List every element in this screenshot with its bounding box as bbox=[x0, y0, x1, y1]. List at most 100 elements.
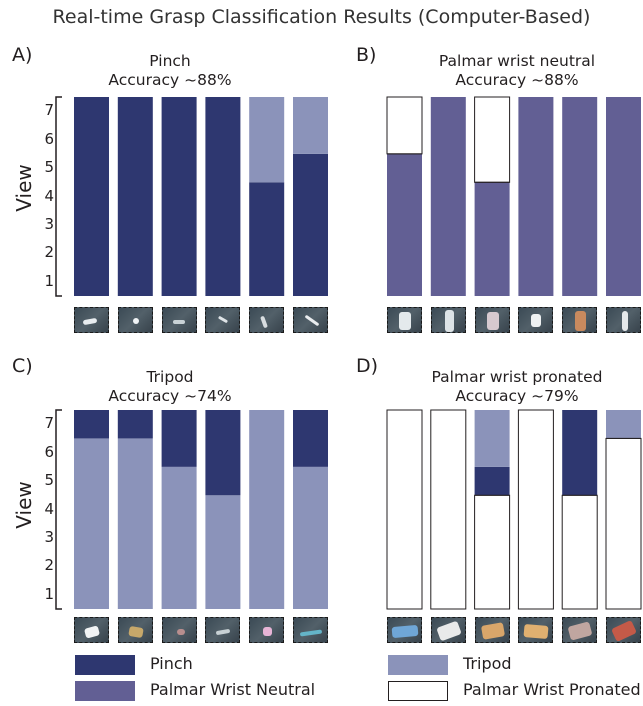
bar-segment-palmar-wrist-neutral bbox=[562, 97, 598, 296]
legend-swatch bbox=[75, 655, 135, 675]
bar-segment-palmar-wrist-pronated bbox=[474, 494, 511, 610]
y-tick-label: 3 bbox=[44, 527, 54, 546]
thumbnail-object bbox=[299, 629, 323, 637]
thumbnail-object bbox=[260, 315, 269, 329]
panel-letter: C) bbox=[12, 355, 33, 377]
panel-accuracy: Accuracy ~88% bbox=[108, 71, 232, 89]
panel-title: Palmar wrist pronated Accuracy ~79% bbox=[387, 368, 643, 406]
bar-segment-tripod bbox=[606, 410, 641, 439]
bar-segment-pinch bbox=[562, 410, 598, 496]
panel-title: Palmar wrist neutral Accuracy ~88% bbox=[387, 52, 643, 90]
legend-label: Palmar Wrist Neutral bbox=[150, 680, 316, 699]
bar-segment-tripod bbox=[293, 97, 328, 154]
thumbnail-object bbox=[391, 624, 419, 639]
thumbnail-object bbox=[523, 623, 549, 640]
object-thumbnail bbox=[74, 617, 109, 643]
y-tick-label: 5 bbox=[44, 158, 54, 177]
y-axis-line bbox=[55, 96, 62, 297]
panel-accuracy: Accuracy ~74% bbox=[108, 387, 232, 405]
y-tick-label: 7 bbox=[44, 414, 54, 433]
object-thumbnail bbox=[205, 617, 241, 643]
y-tick-label: 3 bbox=[44, 214, 54, 233]
object-thumbnail bbox=[474, 307, 510, 333]
object-thumbnail bbox=[518, 307, 554, 333]
thumbnail-object bbox=[263, 627, 273, 636]
object-thumbnail bbox=[117, 617, 153, 643]
page-title: Real-time Grasp Classification Results (… bbox=[52, 6, 591, 28]
panel-class-name: Pinch bbox=[149, 52, 191, 70]
thumbnail-object bbox=[486, 312, 499, 330]
bar-segment-palmar-wrist-pronated bbox=[386, 409, 423, 610]
bar-segment-palmar-wrist-pronated bbox=[430, 409, 467, 610]
object-thumbnail bbox=[249, 617, 285, 643]
thumbnail-object bbox=[132, 318, 139, 324]
legend-label: Pinch bbox=[150, 654, 193, 673]
bar-segment-tripod bbox=[117, 438, 153, 609]
bar-segment-palmar-wrist-pronated bbox=[386, 96, 423, 155]
panel-letter: B) bbox=[356, 44, 377, 66]
y-tick-label: 4 bbox=[44, 186, 54, 205]
legend-item: Palmar Wrist Neutral bbox=[75, 678, 325, 704]
thumbnail-object bbox=[399, 312, 411, 330]
y-tick-label: 6 bbox=[44, 129, 54, 148]
object-thumbnail bbox=[474, 617, 510, 643]
thumbnail-object bbox=[444, 310, 454, 332]
panel-class-name: Palmar wrist neutral bbox=[438, 52, 596, 70]
y-tick-label: 1 bbox=[44, 271, 54, 290]
bar-segment-tripod bbox=[474, 410, 510, 467]
object-thumbnail bbox=[606, 307, 641, 333]
y-tick-label: 4 bbox=[44, 499, 54, 518]
object-thumbnail bbox=[74, 307, 109, 333]
bar-segment-pinch bbox=[161, 97, 197, 296]
y-axis-line bbox=[55, 409, 62, 610]
bar-segment-palmar-wrist-neutral bbox=[518, 97, 554, 296]
panel-accuracy: Accuracy ~79% bbox=[455, 387, 579, 405]
y-tick-label: 7 bbox=[44, 101, 54, 120]
bar-segment-tripod bbox=[74, 438, 109, 609]
bar-segment-palmar-wrist-pronated bbox=[561, 494, 598, 610]
y-tick-label: 2 bbox=[44, 243, 54, 262]
bar-segment-tripod bbox=[293, 466, 328, 609]
thumbnail-object bbox=[83, 625, 101, 639]
object-thumbnail bbox=[387, 617, 422, 643]
bar-segment-pinch bbox=[74, 410, 109, 439]
object-thumbnail bbox=[161, 307, 197, 333]
bar-segment-palmar-wrist-neutral bbox=[606, 97, 641, 296]
bar-segment-palmar-wrist-pronated bbox=[517, 409, 554, 610]
bar-segment-pinch bbox=[161, 410, 197, 467]
thumbnail-object bbox=[82, 317, 98, 326]
object-thumbnail bbox=[249, 307, 285, 333]
legend-item: Tripod bbox=[388, 652, 638, 678]
object-thumbnail bbox=[205, 307, 241, 333]
object-thumbnail bbox=[430, 617, 466, 643]
bar-segment-tripod bbox=[205, 495, 241, 609]
legend-swatch bbox=[75, 681, 135, 701]
thumbnail-object bbox=[304, 314, 320, 327]
thumbnail-object bbox=[218, 315, 229, 324]
thumbnail-object bbox=[567, 621, 593, 641]
thumbnail-object bbox=[575, 311, 587, 331]
bar-segment-pinch bbox=[474, 466, 510, 496]
thumbnail-object bbox=[176, 629, 185, 635]
object-thumbnail bbox=[518, 617, 554, 643]
legend-item: Palmar Wrist Pronated bbox=[388, 678, 641, 704]
object-thumbnail bbox=[387, 307, 422, 333]
panel-title: Tripod Accuracy ~74% bbox=[40, 368, 300, 406]
bar-segment-palmar-wrist-neutral bbox=[387, 153, 422, 296]
object-thumbnail bbox=[293, 617, 328, 643]
object-thumbnail bbox=[293, 307, 328, 333]
y-axis-label: View bbox=[12, 481, 36, 529]
thumbnail-object bbox=[172, 320, 185, 324]
bar-segment-palmar-wrist-neutral bbox=[474, 182, 510, 296]
thumbnail-object bbox=[128, 625, 144, 639]
bar-segment-pinch bbox=[205, 97, 241, 296]
panel-letter: A) bbox=[12, 44, 33, 66]
legend-swatch bbox=[388, 655, 448, 675]
legend-item: Pinch bbox=[75, 652, 325, 678]
panel-class-name: Palmar wrist pronated bbox=[431, 368, 603, 386]
bar-segment-pinch bbox=[117, 410, 153, 439]
y-axis-label: View bbox=[12, 164, 36, 212]
panel-class-name: Tripod bbox=[146, 368, 194, 386]
bar-segment-pinch bbox=[205, 410, 241, 496]
y-tick-label: 6 bbox=[44, 442, 54, 461]
